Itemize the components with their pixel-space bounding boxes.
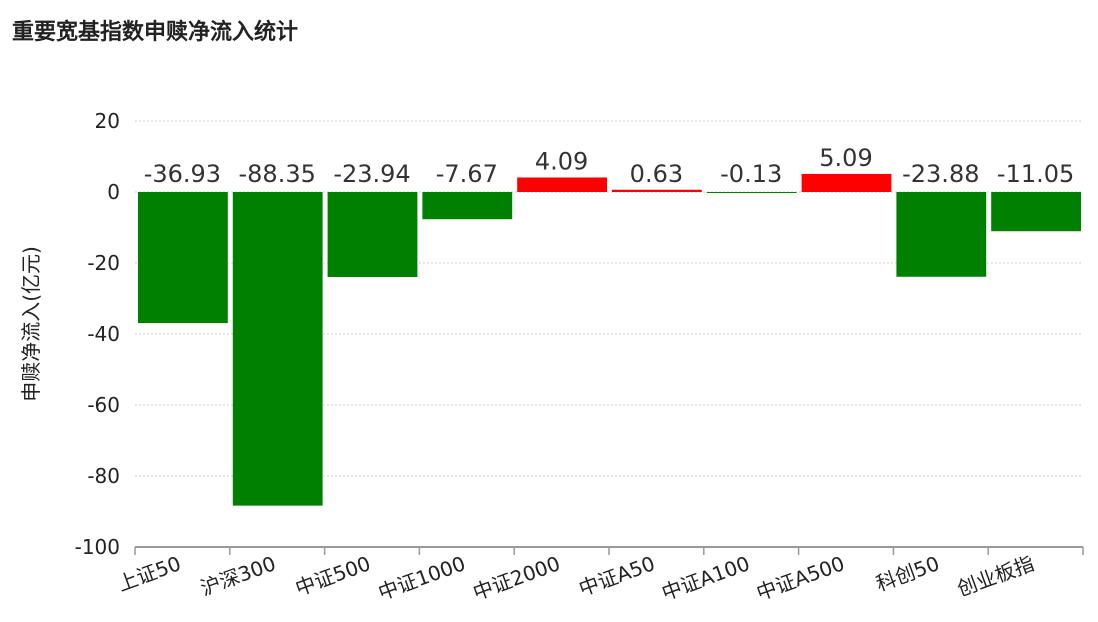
bar [327,192,418,277]
data-label: -23.88 [902,160,979,188]
bar [801,173,892,192]
x-tick-label: 沪深300 [197,551,279,600]
x-tick-label: 中证A100 [658,551,753,605]
data-label: -88.35 [239,160,316,188]
bar [138,192,228,324]
data-label: -7.67 [436,160,498,188]
bar [706,192,797,193]
data-label: -23.94 [333,160,410,188]
x-tick-label: 创业板指 [954,551,1037,601]
y-tick-label: -20 [87,251,120,275]
data-label: -11.05 [997,160,1074,188]
y-tick-label: 0 [107,180,120,204]
data-label: 5.09 [819,144,872,172]
x-tick-label: 中证2000 [470,551,564,605]
y-tick-label: -60 [87,393,120,417]
y-tick-label: -40 [87,322,120,346]
bar [422,192,513,220]
y-tick-label: 20 [95,109,120,133]
y-tick-label: -100 [75,535,120,559]
bar [991,192,1081,232]
bar [612,189,702,192]
x-tick-label: 中证500 [292,551,374,600]
x-tick-label: 科创50 [873,551,943,596]
x-tick-label: 上证50 [114,551,184,596]
bar [896,192,987,277]
y-axis-title: 申赎净流入(亿元) [19,246,43,402]
x-tick-label: 中证A500 [753,551,848,605]
bar [517,177,607,192]
data-label: -36.93 [144,160,221,188]
bar [232,192,323,506]
y-tick-label: -80 [87,464,120,488]
data-label: 0.63 [630,160,683,188]
x-tick-label: 中证A50 [576,551,659,601]
x-tick-label: 中证1000 [375,551,469,605]
data-label: 4.09 [535,147,588,175]
chart-title: 重要宽基指数申赎净流入统计 [12,20,299,45]
data-label: -0.13 [720,160,782,188]
